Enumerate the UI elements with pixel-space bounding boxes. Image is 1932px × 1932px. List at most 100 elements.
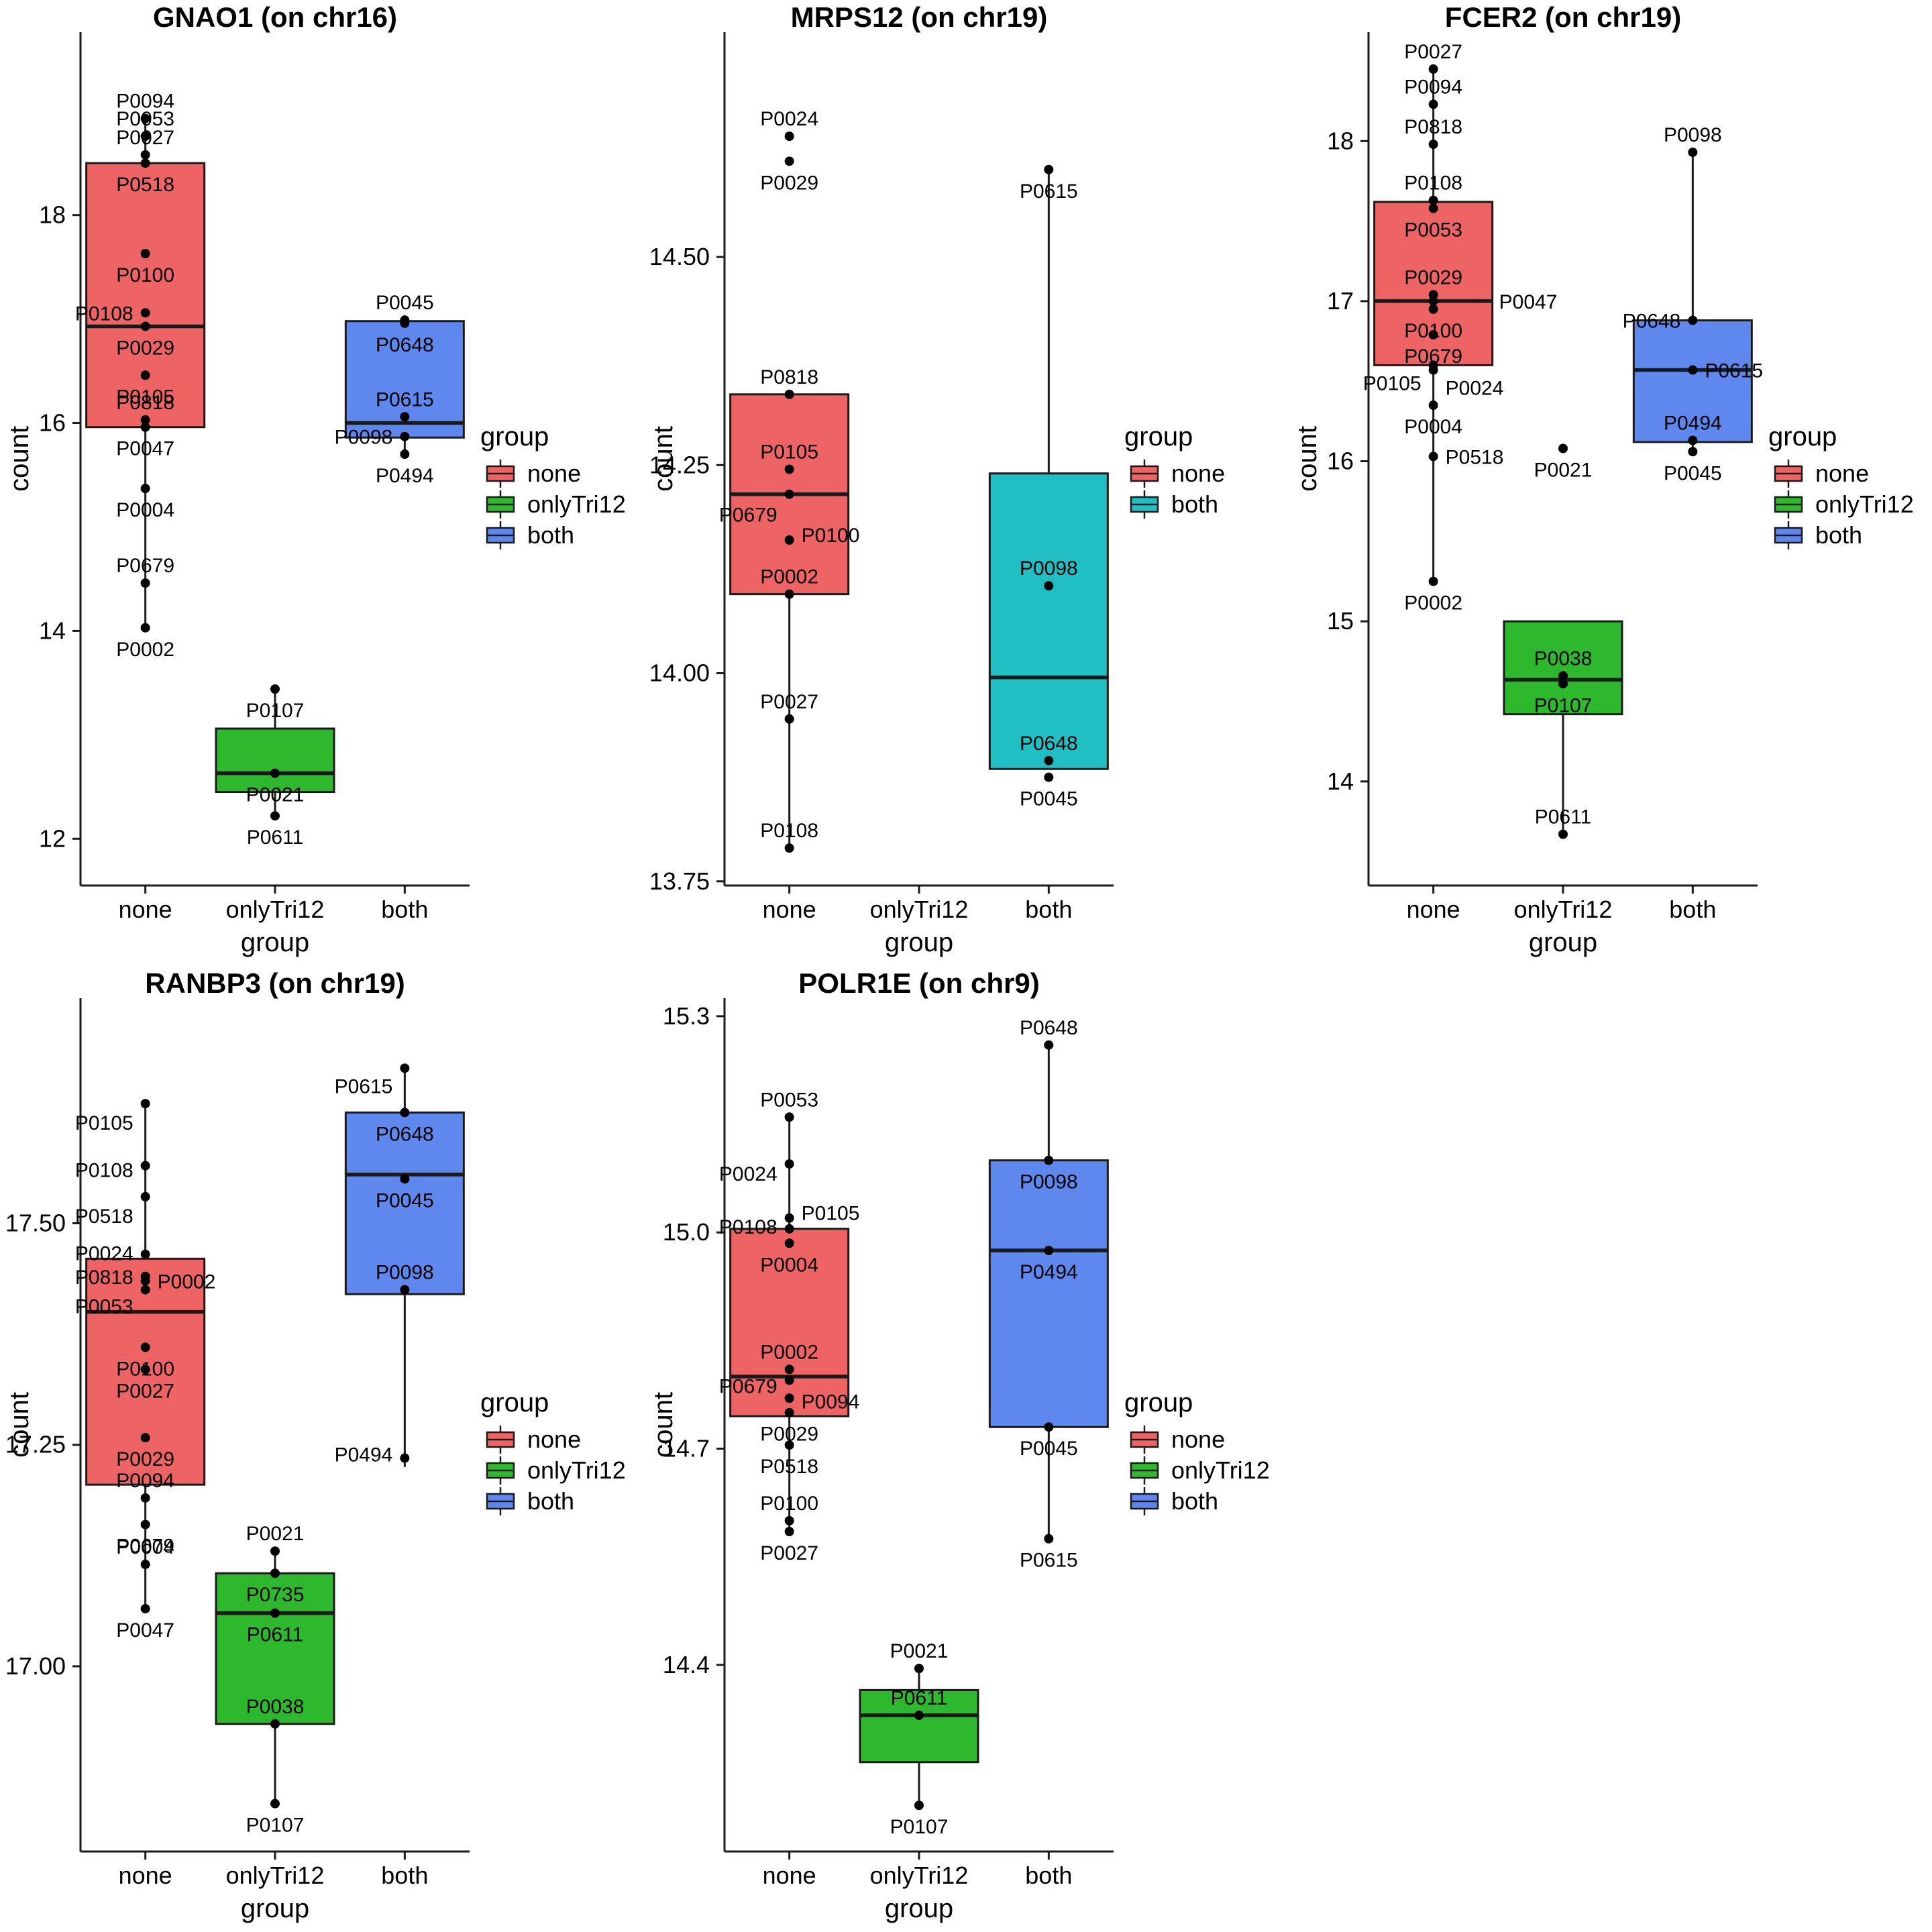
data-point	[1688, 365, 1698, 375]
data-point	[140, 249, 150, 259]
data-point	[1428, 64, 1438, 74]
point-label: P0518	[760, 1456, 818, 1478]
point-label: P0100	[802, 525, 860, 547]
data-point	[784, 464, 794, 474]
data-point	[784, 1238, 794, 1248]
plot-cell-mrps12: MRPS12 (on chr19) 13.75 14.00 14.25 14.50 cou…	[644, 0, 1288, 966]
boxplot-svg: POLR1E (on chr9) 14.4 14.7 15.0 15.3 count non…	[649, 967, 1270, 1923]
x-tick-label: none	[763, 896, 816, 923]
point-label: P0045	[1664, 462, 1722, 484]
x-tick-label: both	[1025, 1862, 1072, 1889]
point-label: P0611	[891, 1687, 948, 1709]
box	[988, 472, 1109, 770]
x-tick-label: both	[1669, 896, 1716, 923]
point-label: P0648	[1020, 1017, 1078, 1039]
plot-cell-ranbp3: RANBP3 (on chr19) 17.00 17.25 17.50 count non…	[0, 966, 644, 1932]
data-point	[1044, 581, 1054, 591]
point-label: P0002	[1404, 592, 1462, 614]
point-label: P0027	[1404, 41, 1462, 63]
data-point	[784, 1375, 794, 1385]
point-label: P0024	[1446, 378, 1504, 400]
data-point	[914, 1664, 924, 1674]
data-point	[1428, 330, 1438, 340]
box	[215, 1572, 335, 1725]
point-label: P0518	[116, 174, 174, 196]
x-axis-title: group	[1529, 928, 1597, 957]
box	[215, 727, 335, 794]
point-label: P0100	[116, 264, 174, 286]
legend-item	[486, 1426, 515, 1454]
point-label: P0029	[1404, 266, 1462, 288]
point-label: P0108	[719, 1216, 777, 1238]
data-point	[140, 1249, 150, 1259]
point-label: P0818	[760, 366, 818, 388]
point-label: P0818	[75, 1267, 133, 1289]
point-label: P0098	[376, 1262, 434, 1284]
point-label: P0098	[1020, 1171, 1078, 1193]
point-label: P0045	[376, 292, 434, 314]
y-axis-title: count	[649, 426, 678, 492]
box	[729, 1228, 850, 1417]
point-label: P0615	[1020, 180, 1078, 203]
legend-item	[1774, 460, 1803, 488]
data-point	[1558, 443, 1568, 453]
data-point	[140, 370, 150, 380]
data-point	[784, 1364, 794, 1375]
data-point	[140, 113, 150, 123]
point-label: P0047	[116, 438, 174, 460]
y-tick-label: 17	[1327, 287, 1354, 315]
x-axis-title: group	[885, 928, 953, 957]
data-point	[1688, 435, 1698, 445]
data-point	[1688, 147, 1698, 157]
legend-label: none	[1815, 460, 1869, 487]
boxplot-svg: RANBP3 (on chr19) 17.00 17.25 17.50 count non…	[5, 967, 626, 1923]
data-point	[400, 318, 410, 328]
data-point	[1688, 447, 1698, 457]
point-label: P0021	[246, 784, 305, 806]
legend-item	[486, 1487, 515, 1515]
data-point	[270, 1719, 280, 1729]
data-point	[140, 422, 150, 432]
data-point	[784, 843, 794, 853]
y-tick-label: 15.3	[663, 1002, 710, 1030]
point-label: P0679	[1404, 345, 1462, 368]
y-tick-label: 14.25	[649, 451, 710, 478]
legend-title: group	[480, 1388, 549, 1417]
legend-label: both	[1171, 1487, 1218, 1515]
data-point	[784, 1112, 794, 1122]
legend-label: none	[527, 1426, 581, 1453]
point-label: P0100	[116, 1358, 174, 1380]
legend-item	[1130, 1426, 1159, 1454]
legend-label: none	[1171, 460, 1225, 487]
point-label: P0029	[760, 1424, 818, 1446]
point-label: P0494	[1020, 1261, 1078, 1283]
point-label: P0735	[246, 1584, 305, 1606]
data-point	[784, 389, 794, 399]
data-point	[914, 1710, 924, 1720]
data-point	[140, 131, 150, 141]
data-point	[784, 714, 794, 724]
x-tick-label: none	[1407, 896, 1460, 923]
data-point	[1044, 1534, 1054, 1544]
data-point	[140, 308, 150, 318]
point-label: P0027	[760, 691, 818, 713]
data-point	[784, 1393, 794, 1403]
point-label: P0679	[719, 504, 777, 527]
data-point	[784, 131, 794, 142]
point-label: P0679	[116, 1536, 174, 1558]
data-point	[784, 1527, 794, 1536]
data-point	[1558, 829, 1568, 839]
plot-title: FCER2 (on chr19)	[1445, 1, 1681, 33]
x-tick-label: onlyTri12	[870, 1862, 969, 1889]
legend-label: onlyTri12	[1815, 490, 1914, 518]
box	[1503, 620, 1623, 716]
point-label: P0648	[376, 1123, 434, 1145]
y-tick-label: 13.75	[649, 867, 710, 895]
y-tick-label: 17.50	[5, 1210, 66, 1237]
boxplot-svg: GNAO1 (on chr16) 12 14 16 18 count none onlyTri…	[5, 1, 626, 957]
legend-label: both	[527, 1487, 574, 1515]
legend-title: group	[1124, 1388, 1193, 1417]
point-label: P0648	[1623, 311, 1681, 333]
point-label: P0027	[116, 127, 174, 149]
point-label: P0105	[760, 441, 818, 464]
